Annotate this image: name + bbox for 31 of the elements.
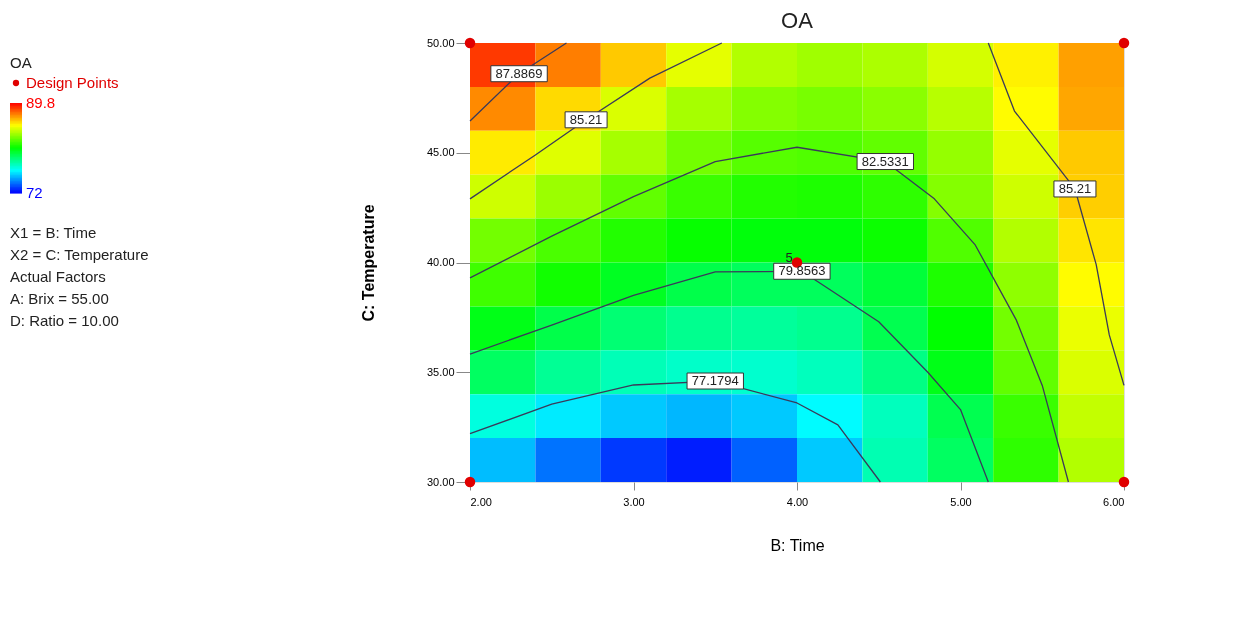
chart-title: OA	[781, 8, 814, 33]
color-bar-label: 72	[26, 184, 43, 201]
line-series	[469, 42, 723, 200]
annotation: 87.8869	[495, 65, 543, 81]
y-tick-label: 45.00	[426, 146, 455, 159]
x-tick-label: 6.00	[1103, 495, 1125, 508]
annotation: 85.21	[569, 111, 603, 127]
legend-label: Design Points	[26, 74, 119, 91]
text: X2 = C: Temperature	[10, 246, 149, 263]
annotation: 5	[785, 249, 793, 265]
y-tick-label: 30.00	[426, 475, 455, 488]
text: Actual Factors	[10, 268, 106, 285]
line-series	[987, 42, 1125, 387]
y-axis-title: C: Temperature	[359, 204, 377, 322]
y-tick-label: 40.00	[426, 256, 455, 268]
x-tick-label: 2.00	[470, 495, 492, 508]
text: D: Ratio = 10.00	[10, 312, 119, 329]
annotation: 79.8563	[778, 263, 826, 279]
x-axis-title: B: Time	[770, 536, 825, 554]
y-tick-label: 35.00	[426, 365, 455, 378]
text: A: Brix = 55.00	[10, 290, 109, 307]
annotation: 77.1794	[691, 373, 739, 389]
annotation: 85.21	[1058, 180, 1092, 196]
text: X1 = B: Time	[10, 224, 97, 241]
x-tick-label: 5.00	[950, 495, 972, 508]
legend-title: OA	[10, 54, 32, 71]
x-tick-label: 4.00	[786, 495, 809, 508]
x-tick-label: 3.00	[623, 495, 645, 508]
color-bar-label: 89.8	[26, 94, 56, 111]
annotation: 82.5331	[861, 153, 909, 169]
y-tick-label: 50.00	[426, 36, 455, 49]
